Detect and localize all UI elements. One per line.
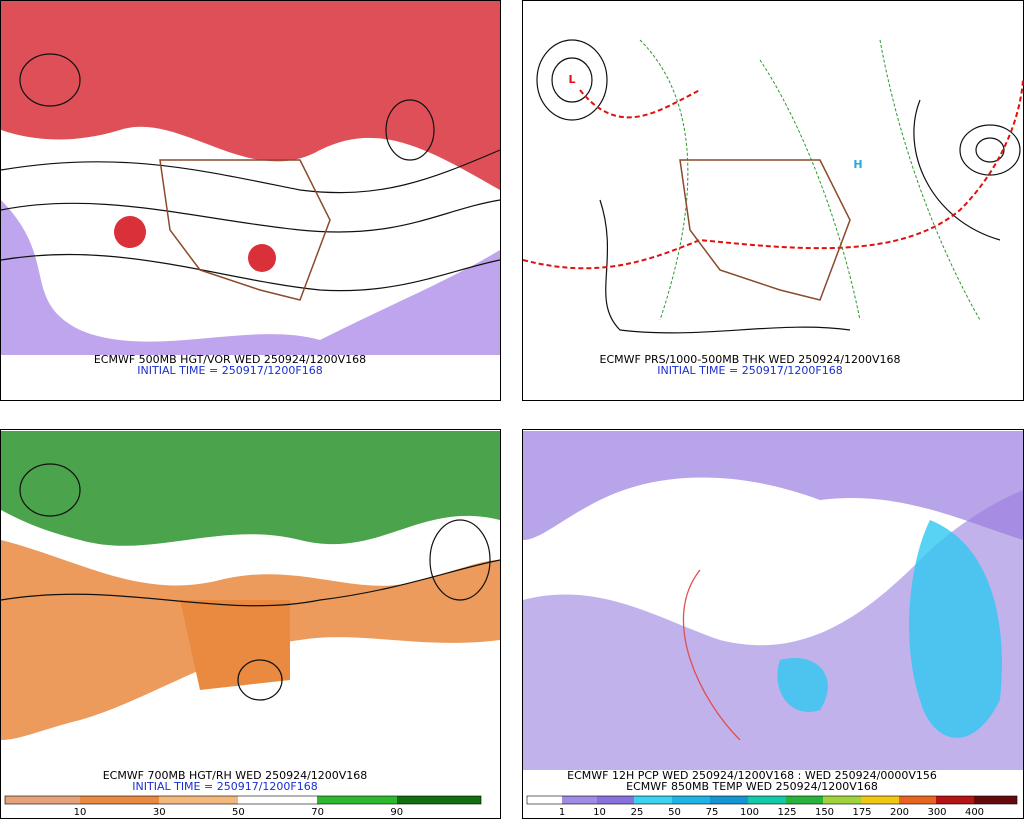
colorbar-label: 10	[74, 807, 87, 818]
colorbar: 10 30 50 70 90	[4, 795, 482, 818]
initial-time: INITIAL TIME = 250917/1200F168	[132, 780, 317, 793]
panel-pressure: L H ECMWF PRS/1000-500MB THK WED 250924/…	[522, 0, 1024, 401]
colorbar-label: 175	[852, 807, 871, 818]
panel-precip: ECMWF 12H PCP WED 250924/1200V168 : WED …	[522, 429, 1024, 819]
colorbar-label: 10	[593, 807, 606, 818]
initial-time: INITIAL TIME = 250917/1200F168	[137, 364, 322, 377]
caption: ECMWF 12H PCP WED 250924/1200V168 : WED …	[567, 769, 937, 782]
colorbar: 1 10 25 50 75 100 125 150 175 200 300 400	[526, 795, 1018, 818]
colorbar-label: 25	[631, 807, 644, 818]
colorbar-label: 90	[390, 807, 403, 818]
colorbar-label: 100	[740, 807, 759, 818]
colorbar-label: 300	[927, 807, 946, 818]
colorbar-label: 150	[815, 807, 834, 818]
colorbar-label: 400	[965, 807, 984, 818]
caption-2: ECMWF 850MB TEMP WED 250924/1200V168	[626, 780, 878, 793]
high-symbol: H	[853, 158, 862, 171]
caption: ECMWF 500MB HGT/VOR WED 250924/1200V168	[94, 353, 366, 366]
colorbar-label: 50	[232, 807, 245, 818]
colorbar-label: 200	[890, 807, 909, 818]
colorbar-label: 75	[706, 807, 719, 818]
panel-700mb: ECMWF 700MB HGT/RH WED 250924/1200V168 I…	[0, 429, 501, 819]
colorbar-label: 50	[668, 807, 681, 818]
panel-500mb: ECMWF 500MB HGT/VOR WED 250924/1200V168 …	[0, 0, 501, 401]
caption: ECMWF PRS/1000-500MB THK WED 250924/1200…	[600, 353, 901, 366]
colorbar-label: 30	[153, 807, 166, 818]
colorbar-label: 1	[559, 807, 565, 818]
initial-time: INITIAL TIME = 250917/1200F168	[657, 364, 842, 377]
caption: ECMWF 700MB HGT/RH WED 250924/1200V168	[103, 769, 368, 782]
low-symbol: L	[568, 73, 575, 86]
colorbar-label: 70	[311, 807, 324, 818]
colorbar-label: 125	[777, 807, 796, 818]
